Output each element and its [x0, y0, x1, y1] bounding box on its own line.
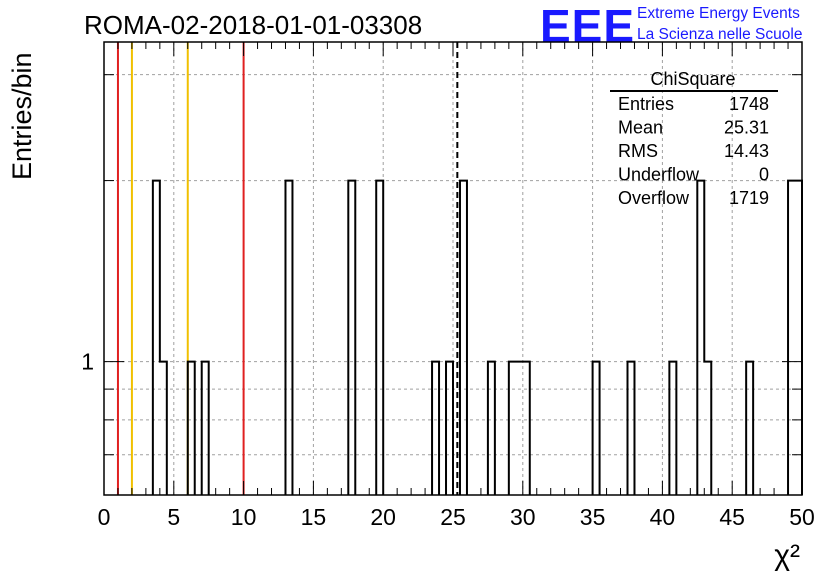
x-tick-label: 20: [370, 504, 396, 530]
histogram-bin: [460, 181, 467, 495]
chart-title: ROMA-02-2018-01-01-03308: [84, 10, 422, 40]
x-tick-label: 50: [789, 504, 815, 530]
stats-value: 25.31: [724, 118, 769, 138]
histogram-bin: [285, 181, 292, 495]
x-axis-label: χ²: [774, 539, 800, 572]
stats-label: Mean: [618, 118, 663, 138]
histogram-bin: [516, 362, 523, 495]
histogram-bin: [160, 362, 167, 495]
x-tick-label: 15: [301, 504, 327, 530]
x-tick-label: 35: [580, 504, 606, 530]
stats-label: Underflow: [618, 165, 700, 185]
x-tick-label: 25: [440, 504, 466, 530]
x-tick-label: 30: [510, 504, 536, 530]
stats-value: 14.43: [724, 141, 769, 161]
stats-value: 0: [759, 165, 769, 185]
histogram-bin: [348, 181, 355, 495]
histogram-outline: [151, 179, 803, 495]
histogram-bin: [153, 181, 160, 495]
histogram-bin: [697, 181, 704, 495]
histogram-bin: [746, 362, 753, 495]
eee-logo: EEE Extreme Energy Events La Scienza nel…: [540, 0, 802, 52]
x-tick-label: 45: [719, 504, 745, 530]
stats-label: Overflow: [618, 188, 690, 208]
stats-value: 1719: [729, 188, 769, 208]
stats-value: 1748: [729, 94, 769, 114]
stats-label: RMS: [618, 141, 658, 161]
logo-line2: La Scienza nelle Scuole: [637, 26, 802, 43]
stats-label: Entries: [618, 94, 674, 114]
histogram-bin: [188, 362, 195, 495]
histogram-bin: [446, 362, 453, 495]
logo-mark: EEE: [540, 0, 635, 52]
logo-line1: Extreme Energy Events: [637, 5, 800, 22]
x-tick-label: 5: [167, 504, 180, 530]
x-tick-label: 0: [98, 504, 111, 530]
histogram-bin: [795, 181, 802, 495]
y-axis-label: Entries/bin: [7, 52, 37, 180]
x-tick-label: 40: [650, 504, 676, 530]
histogram-bin: [202, 362, 209, 495]
reference-lines: [116, 42, 459, 495]
histogram-bin: [704, 362, 711, 495]
histogram-bin: [593, 362, 600, 495]
axis-ticks: 0 5 10 15 20 25 30 35 40 45 50 1: [81, 42, 815, 530]
histogram-bin: [509, 362, 516, 495]
histogram-bin: [628, 362, 635, 495]
stats-title: ChiSquare: [650, 69, 735, 89]
y-tick-label: 1: [81, 349, 94, 375]
histogram-bin: [488, 362, 495, 495]
stats-box: ChiSquare Entries 1748 Mean 25.31 RMS 14.43 Un…: [610, 69, 778, 208]
histogram-bin: [788, 181, 795, 495]
histogram-series: [151, 179, 803, 495]
histogram-bin: [523, 362, 530, 495]
histogram-bin: [669, 362, 676, 495]
x-tick-label: 10: [231, 504, 257, 530]
histogram-bin: [376, 181, 383, 495]
stats-rows: Entries 1748 Mean 25.31 RMS 14.43 Underflow 0 Ov…: [618, 94, 769, 208]
histogram-bin: [432, 362, 439, 495]
